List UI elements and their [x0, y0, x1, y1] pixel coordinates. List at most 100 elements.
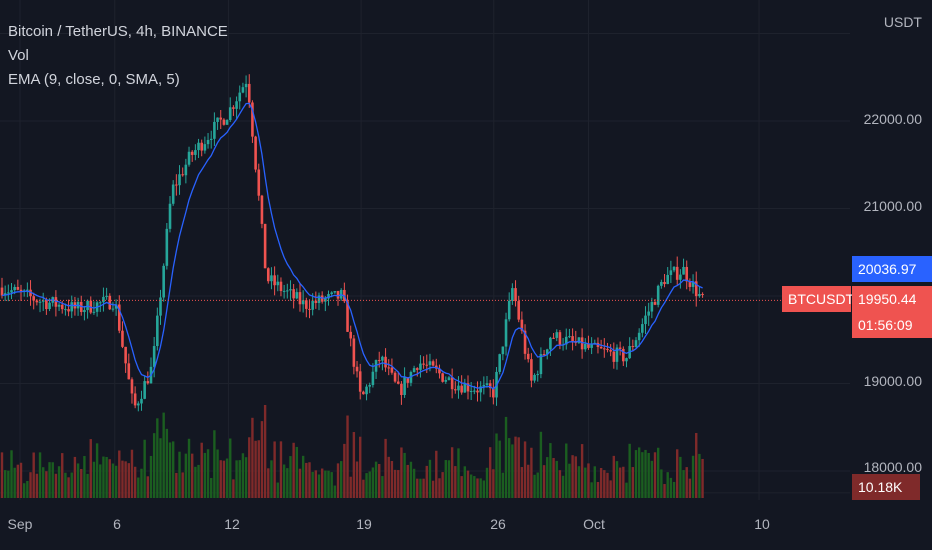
candle-body [228, 107, 232, 121]
y-tick-22000: 22000.00 [863, 111, 922, 127]
volume-bar [292, 442, 295, 498]
legend-volume[interactable]: Vol [8, 47, 29, 64]
candle-body [428, 361, 432, 365]
volume-bar [222, 460, 226, 498]
x-tick-19: 19 [356, 516, 372, 532]
candle-body [488, 383, 492, 389]
volume-bar [187, 438, 191, 498]
candle-body [463, 383, 467, 393]
volume-bar [653, 452, 657, 498]
x-tick-6: 6 [113, 516, 121, 532]
volume-bar [0, 452, 4, 498]
candle-body [168, 203, 172, 229]
volume-bar [29, 472, 32, 498]
volume-bar [454, 466, 457, 498]
volume-bar [492, 469, 495, 498]
legend-symbol[interactable]: Bitcoin / TetherUS, 4h, BINANCE [8, 23, 228, 40]
volume-bar [485, 467, 489, 498]
candle-body [663, 281, 666, 285]
axis-currency: USDT [883, 14, 922, 30]
candle-body [317, 295, 321, 303]
candle-body [454, 389, 457, 391]
candle-body [0, 287, 4, 296]
volume-bar [365, 473, 368, 498]
volume-bar [327, 470, 330, 498]
candle-body [48, 302, 51, 310]
volume-bar [48, 462, 51, 498]
candle-body [121, 330, 124, 347]
ema-line [1, 102, 703, 390]
y-tick-18000: 18000.00 [863, 459, 922, 475]
volume-bar [571, 455, 574, 498]
candle-body [492, 388, 495, 398]
volume-bar [660, 469, 663, 498]
volume-bar [114, 465, 118, 498]
y-tick-21000: 21000.00 [863, 198, 922, 214]
volume-bar [450, 447, 454, 498]
candle-body [10, 290, 13, 293]
candle-body [377, 360, 381, 362]
volume-bar [362, 479, 365, 498]
volume-bar [565, 443, 568, 498]
candle-body [507, 300, 511, 320]
volume-bar [67, 477, 70, 498]
volume-bar [679, 456, 682, 498]
volume-bar [32, 452, 35, 498]
candle-body [13, 286, 16, 291]
volume-bar [508, 438, 511, 498]
volume-bar [656, 447, 660, 498]
volume-bar [19, 462, 23, 498]
volume-bar [108, 459, 111, 498]
candle-body [92, 311, 96, 313]
volume-bar [533, 474, 536, 498]
volume-bar [441, 472, 444, 498]
candle-body [203, 144, 207, 151]
candle-body [32, 296, 35, 301]
candle-body [555, 332, 559, 338]
volume-bar [546, 457, 549, 498]
volume-bar [89, 439, 92, 498]
candle-body [232, 107, 235, 109]
candle-body [57, 304, 61, 307]
candle-body [685, 266, 689, 282]
volume-bar [378, 463, 381, 498]
candle-body [314, 300, 318, 303]
candle-body [485, 383, 489, 385]
volume-bar [270, 460, 273, 498]
candle-body [682, 266, 685, 275]
candle-body [466, 383, 470, 392]
candle-body [444, 379, 448, 382]
volume-bar [606, 472, 609, 498]
volume-bar [276, 482, 279, 498]
symbol-tag: BTCUSDT [782, 286, 854, 312]
candle-body [539, 354, 543, 375]
volume-bar [530, 447, 533, 498]
candle-body [108, 295, 112, 310]
volume-bar [596, 482, 600, 498]
candle-body [476, 390, 479, 393]
candle-body [457, 385, 460, 391]
candle-body [460, 385, 463, 393]
volume-bar [76, 463, 80, 498]
candle-body [352, 338, 356, 367]
volume-bar [397, 470, 400, 498]
candle-body [279, 281, 283, 292]
candle-body [140, 398, 143, 404]
volume-bar [479, 478, 482, 498]
volume-bar [13, 467, 16, 498]
candle-body [327, 294, 330, 299]
volume-bar [682, 470, 685, 498]
volume-bar [482, 480, 486, 498]
candle-body [660, 281, 663, 286]
volume-bar [406, 464, 409, 498]
candle-body [266, 268, 270, 282]
volume-bar [685, 467, 688, 498]
candle-body [209, 138, 213, 140]
legend-ema[interactable]: EMA (9, close, 0, SMA, 5) [8, 71, 180, 88]
volume-bar [171, 441, 175, 498]
chart-legend: Bitcoin / TetherUS, 4h, BINANCE Vol EMA … [8, 20, 228, 92]
x-tick-26: 26 [490, 516, 506, 532]
candle-body [206, 139, 210, 145]
